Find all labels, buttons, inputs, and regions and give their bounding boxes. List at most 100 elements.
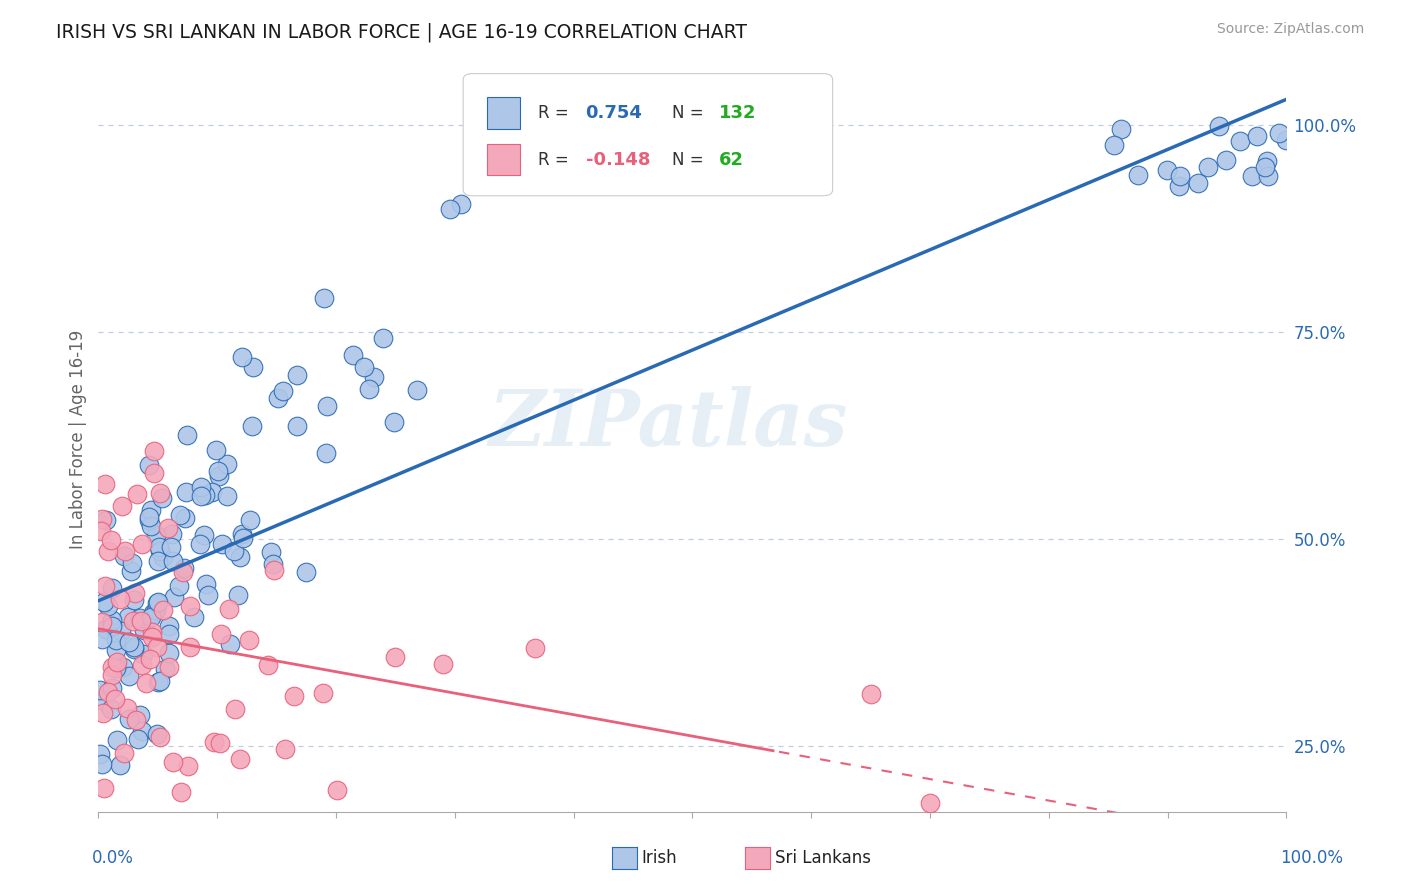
Point [1256,154,1278,169]
Point [145,603,167,617]
Point [523,641,546,656]
Point [90,632,112,646]
Point [100,533,122,547]
Text: R =: R = [538,151,569,169]
Point [97,685,120,699]
Point [167,579,190,593]
Point [1109,122,1132,136]
Point [138,458,160,473]
Point [260,544,283,558]
Point [146,640,169,654]
Point [89,747,111,761]
Point [131,537,153,551]
Point [201,485,224,500]
Point [149,486,172,500]
Point [121,556,143,570]
Point [859,687,882,701]
Point [1267,126,1289,140]
FancyBboxPatch shape [486,97,520,128]
Point [179,599,201,613]
Point [1128,169,1150,183]
Point [139,652,162,666]
Point [211,537,233,551]
Point [238,632,260,647]
Point [163,591,186,605]
Point [112,660,135,674]
Point [285,368,308,382]
Point [118,669,141,683]
Point [173,561,195,575]
Point [226,588,249,602]
Point [1257,169,1279,184]
Point [120,564,142,578]
Point [127,732,149,747]
Point [315,400,337,414]
Point [124,586,146,600]
Point [135,676,157,690]
FancyBboxPatch shape [486,144,520,175]
Point [193,528,215,542]
Point [1254,160,1277,174]
Point [357,382,380,396]
Point [382,416,405,430]
Point [219,637,242,651]
Point [104,642,127,657]
Point [1156,162,1178,177]
Point [172,566,194,580]
Point [157,521,180,535]
Point [110,624,132,638]
Point [231,527,253,541]
Point [363,369,385,384]
Point [93,780,115,795]
Point [920,797,942,811]
Text: -0.148: -0.148 [585,151,650,169]
Point [141,518,163,533]
Point [1208,119,1230,133]
Point [138,513,160,527]
Point [90,524,112,539]
Point [100,702,122,716]
Point [1275,133,1298,147]
Point [141,610,163,624]
Point [124,713,146,727]
Point [1197,160,1219,174]
Point [146,596,169,610]
Text: N =: N = [672,104,704,122]
Point [149,544,172,558]
Point [229,751,252,765]
Point [190,480,212,494]
Point [93,694,115,708]
Point [101,613,124,627]
Point [157,627,180,641]
Point [190,489,212,503]
Point [101,659,124,673]
Point [115,701,138,715]
Point [432,657,454,671]
Point [373,331,395,345]
Point [169,785,191,799]
Point [450,196,472,211]
Text: Source: ZipAtlas.com: Source: ZipAtlas.com [1216,22,1364,37]
Point [208,469,231,483]
Point [163,868,186,882]
Point [162,554,184,568]
Point [91,756,114,771]
Point [224,702,246,716]
Point [94,579,117,593]
Point [1246,129,1268,144]
Point [139,503,162,517]
Text: 132: 132 [718,104,756,122]
Point [97,599,120,613]
Point [174,511,197,525]
Point [195,577,218,591]
Point [263,557,285,571]
Point [1104,137,1126,152]
Point [384,649,406,664]
Point [105,732,128,747]
Point [205,443,228,458]
Point [129,611,152,625]
Point [207,464,229,478]
Point [149,674,172,689]
Point [131,723,153,738]
Point [148,675,170,690]
